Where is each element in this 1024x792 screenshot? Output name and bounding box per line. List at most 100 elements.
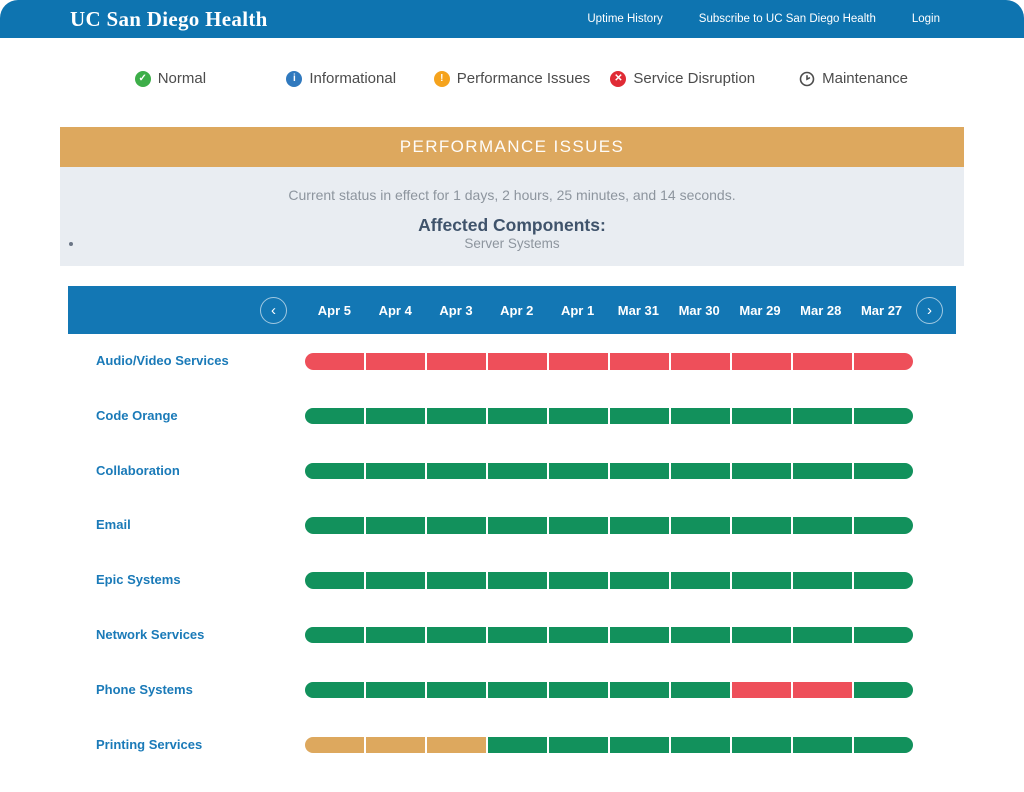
status-segment-normal (731, 407, 792, 425)
status-segment-normal (609, 681, 670, 699)
status-segment-normal (731, 572, 792, 589)
status-segment-normal (670, 407, 731, 425)
status-segment-disruption (609, 353, 670, 370)
status-segment-normal (792, 462, 853, 480)
status-segment-normal (853, 407, 914, 425)
affected-component-name: Server Systems (464, 236, 560, 251)
legend-label: Service Disruption (633, 70, 756, 87)
service-link-code-orange[interactable]: Code Orange (96, 407, 178, 423)
status-segment-normal (365, 626, 426, 644)
status-bar-epic-systems (305, 572, 914, 589)
status-segment-normal (792, 626, 853, 644)
service-row-audio-video-services: Audio/Video Services (0, 341, 1024, 396)
status-segment-normal (792, 736, 853, 754)
status-segment-normal (731, 626, 792, 644)
service-row-network-services: Network Services (0, 615, 1024, 670)
status-segment-normal (609, 407, 670, 425)
legend-item-informational: i Informational (256, 70, 427, 87)
status-segment-normal (487, 572, 548, 589)
status-segment-normal (731, 517, 792, 534)
service-link-epic-systems[interactable]: Epic Systems (96, 572, 181, 588)
date-label-mar-28: Mar 28 (800, 302, 842, 318)
status-segment-performance (305, 736, 365, 754)
service-link-collaboration[interactable]: Collaboration (96, 462, 180, 478)
status-segment-disruption (853, 353, 914, 370)
status-segment-normal (305, 462, 365, 480)
status-segment-normal (548, 681, 609, 699)
service-link-phone-systems[interactable]: Phone Systems (96, 681, 193, 697)
date-label-mar-29: Mar 29 (739, 302, 781, 318)
status-segment-normal (609, 462, 670, 480)
status-segment-normal (426, 572, 487, 589)
status-segment-disruption (731, 353, 792, 370)
brand-logo[interactable]: UC San Diego Health (70, 6, 268, 31)
service-link-printing-services[interactable]: Printing Services (96, 736, 203, 752)
status-segment-disruption (487, 353, 548, 370)
status-bar-network-services (305, 626, 914, 644)
status-bar-code-orange (305, 407, 914, 425)
legend-label: Normal (157, 70, 207, 87)
status-bar-phone-systems (305, 681, 914, 699)
date-label-apr-3: Apr 3 (439, 302, 473, 318)
status-segment-normal (305, 681, 365, 699)
x-circle-icon: ✕ (610, 70, 627, 87)
date-label-mar-27: Mar 27 (860, 302, 903, 318)
status-segment-normal (305, 407, 365, 425)
legend-label: Performance Issues (456, 70, 591, 87)
status-segment-normal (792, 407, 853, 425)
legend-item-performance-issues: ! Performance Issues (427, 70, 598, 87)
status-segment-normal (365, 517, 426, 534)
top-nav: Uptime History Subscribe to UC San Diego… (587, 13, 940, 25)
service-link-email[interactable]: Email (96, 517, 131, 533)
status-segment-normal (548, 736, 609, 754)
date-navigation: ‹ Apr 5 Apr 4 Apr 3 Apr 2 Apr 1 Mar 31 Mar 30 M… (68, 286, 956, 334)
status-segment-normal (731, 736, 792, 754)
status-segment-normal (487, 462, 548, 480)
status-banner: PERFORMANCE ISSUES (60, 127, 964, 167)
status-bar-email (305, 517, 914, 534)
nav-login[interactable]: Login (911, 13, 940, 25)
status-segment-normal (609, 626, 670, 644)
status-segment-normal (609, 736, 670, 754)
affected-components-list: Server Systems (60, 236, 964, 252)
status-segment-normal (365, 572, 426, 589)
status-segment-normal (365, 407, 426, 425)
status-segment-disruption (365, 353, 426, 370)
date-label-apr-5: Apr 5 (317, 302, 352, 318)
legend-label: Maintenance (822, 70, 909, 87)
status-bar-printing-services (305, 736, 914, 754)
legend-item-normal: ✓ Normal (85, 70, 256, 87)
next-dates-button[interactable]: › (915, 296, 943, 324)
status-segment-normal (487, 407, 548, 425)
status-segment-normal (792, 572, 853, 589)
prev-dates-button[interactable]: ‹ (260, 296, 287, 324)
affected-components-heading: Affected Components: (418, 215, 606, 235)
status-segment-normal (853, 626, 914, 644)
nav-subscribe[interactable]: Subscribe to UC San Diego Health (698, 13, 876, 25)
info-circle-icon: i (286, 70, 303, 87)
legend-label: Informational (309, 70, 397, 87)
service-link-audio-video-services[interactable]: Audio/Video Services (96, 353, 229, 368)
status-segment-performance (426, 736, 487, 754)
status-segment-normal (853, 462, 914, 480)
date-label-apr-1: Apr 1 (560, 302, 595, 318)
status-segment-normal (365, 681, 426, 699)
status-segment-normal (670, 517, 731, 534)
legend-item-maintenance: Maintenance (768, 70, 939, 87)
nav-uptime-history[interactable]: Uptime History (587, 13, 663, 25)
affected-component-item: Server Systems (84, 236, 964, 252)
status-segment-disruption (426, 353, 487, 370)
status-segment-normal (548, 462, 609, 480)
status-segment-normal (305, 517, 365, 534)
status-segment-disruption (670, 353, 731, 370)
service-row-email: Email (0, 505, 1024, 560)
service-row-epic-systems: Epic Systems (0, 560, 1024, 615)
status-bar-collaboration (305, 462, 914, 480)
status-bar-audio-video-services (305, 353, 914, 370)
service-link-network-services[interactable]: Network Services (96, 626, 205, 642)
status-segment-disruption (792, 353, 853, 370)
status-segment-normal (426, 462, 487, 480)
status-segment-normal (548, 572, 609, 589)
status-segment-normal (853, 517, 914, 534)
